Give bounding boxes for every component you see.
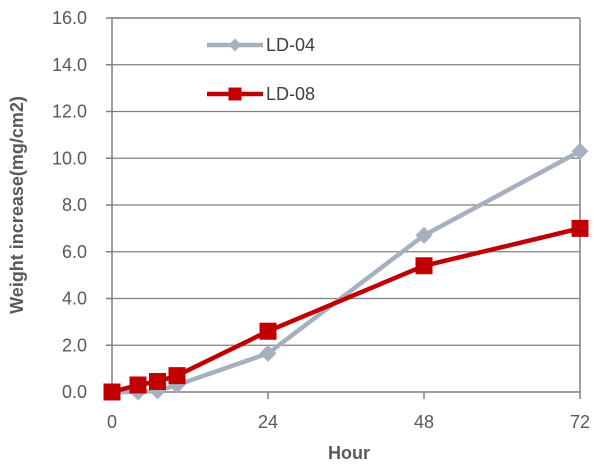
legend-item-ld-08: LD-08 (207, 84, 315, 104)
x-axis-title: Hour (328, 443, 370, 463)
legend-label: LD-04 (266, 35, 315, 55)
data-point (571, 219, 589, 237)
data-point (129, 376, 147, 394)
axes (106, 17, 581, 399)
y-tick-label: 8.0 (62, 195, 87, 215)
legend-label: LD-08 (266, 84, 315, 104)
y-tick-label: 4.0 (62, 289, 87, 309)
data-point (259, 344, 277, 362)
series-ld-04 (103, 142, 589, 401)
y-tick-label: 16.0 (52, 8, 87, 28)
series-line (112, 149, 582, 395)
data-point (415, 226, 433, 244)
legend-swatch-marker (228, 87, 242, 101)
x-tick-label: 72 (570, 412, 590, 432)
series-layer (103, 142, 589, 401)
y-tick-labels: 0.0 2.0 4.0 6.0 8.0 10.0 12.0 14.0 16.0 (52, 8, 87, 402)
y-tick-label: 6.0 (62, 242, 87, 262)
legend-item-ld-04: LD-04 (207, 35, 315, 55)
y-tick-label: 2.0 (62, 335, 87, 355)
y-axis-title: Weight increase(mg/cm2) (7, 96, 27, 314)
x-tick-labels: 0 24 48 72 (107, 412, 590, 432)
legend: LD-04 LD-08 (207, 35, 315, 104)
legend-swatch-marker (228, 38, 242, 52)
x-tick-label: 48 (414, 412, 434, 432)
x-tick-label: 24 (258, 412, 278, 432)
y-tick-label: 12.0 (52, 102, 87, 122)
data-point (149, 372, 166, 390)
data-point (259, 322, 277, 340)
y-tick-label: 10.0 (52, 148, 87, 168)
gridlines (112, 17, 580, 346)
y-tick-label: 14.0 (52, 55, 87, 75)
x-tick-label: 0 (107, 412, 117, 432)
y-tick-label: 0.0 (62, 382, 87, 402)
data-point (571, 142, 589, 160)
data-point (103, 383, 121, 401)
data-point (415, 257, 433, 275)
series-ld-08 (103, 219, 589, 401)
data-point (168, 367, 186, 385)
